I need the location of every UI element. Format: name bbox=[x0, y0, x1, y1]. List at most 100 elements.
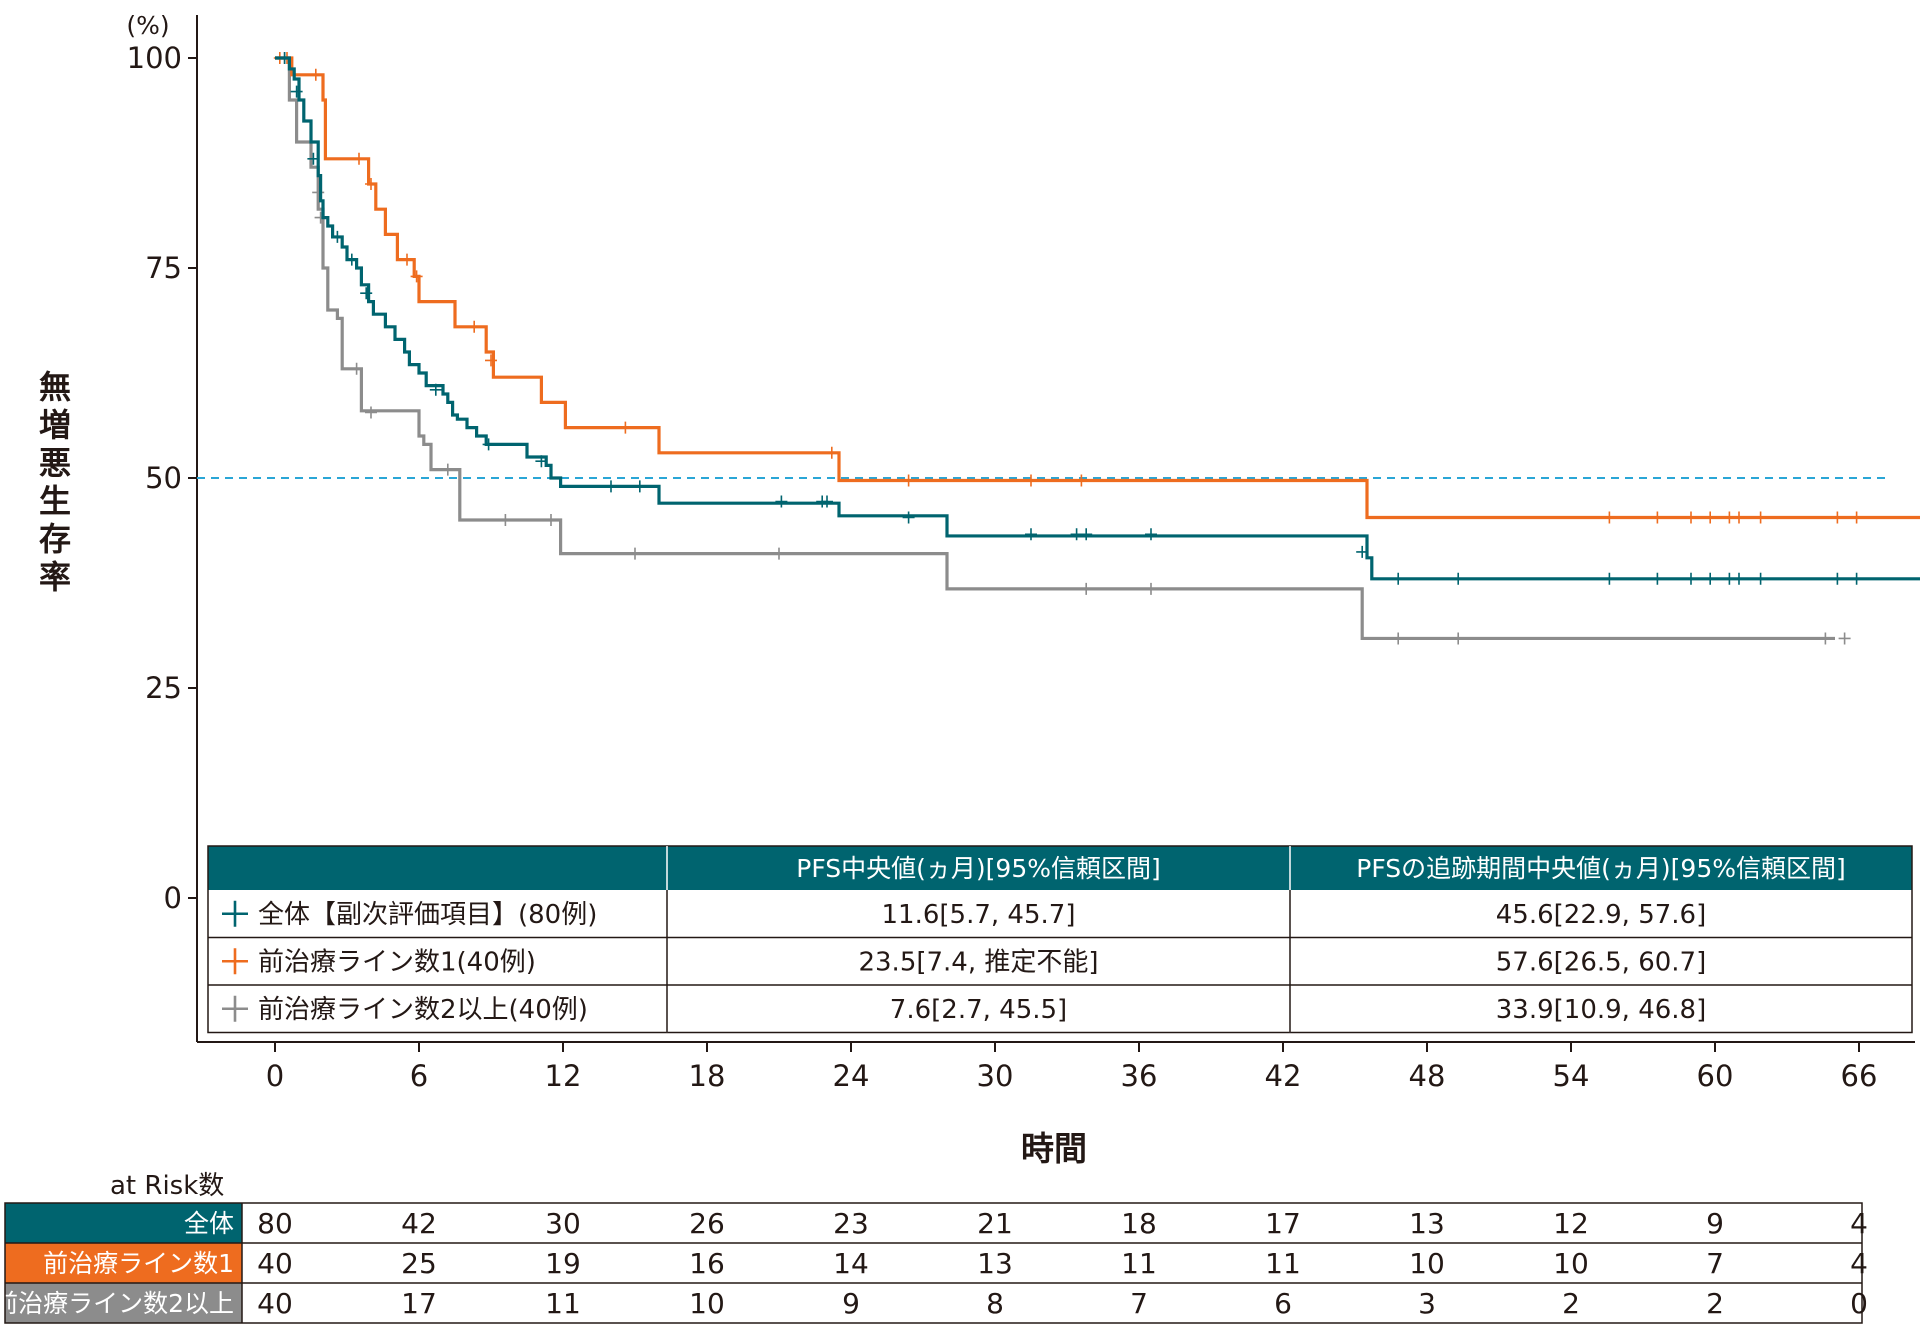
censor-mark bbox=[482, 438, 495, 451]
x-tick-label: 66 bbox=[1841, 1059, 1878, 1093]
followup-median-value: 45.6[22.9, 57.6] bbox=[1496, 900, 1707, 930]
x-tick-label: 12 bbox=[545, 1059, 582, 1093]
censor-mark bbox=[401, 253, 413, 266]
at-risk-value: 10 bbox=[1553, 1247, 1589, 1280]
at-risk-label-bg bbox=[5, 1243, 242, 1283]
censor-mark bbox=[1452, 572, 1465, 585]
censor-mark bbox=[331, 230, 344, 243]
at-risk-value: 18 bbox=[1121, 1207, 1157, 1240]
censor-mark bbox=[775, 495, 788, 508]
x-tick-label: 30 bbox=[977, 1059, 1014, 1093]
at-risk-value: 13 bbox=[977, 1247, 1013, 1280]
table-header-pfs: PFS中央値(ヵ月)[95%信頼区間] bbox=[796, 854, 1160, 883]
at-risk-label-bg bbox=[5, 1283, 242, 1323]
at-risk-value: 42 bbox=[401, 1207, 437, 1240]
censor-mark bbox=[1080, 582, 1093, 595]
series-0 bbox=[275, 52, 1920, 585]
at-risk-value: 21 bbox=[977, 1207, 1013, 1240]
legend-plus-icon bbox=[222, 900, 248, 927]
followup-median-value: 57.6[26.5, 60.7] bbox=[1496, 947, 1707, 977]
censor-mark bbox=[1850, 572, 1863, 585]
censor-mark bbox=[825, 446, 838, 459]
censor-mark bbox=[1651, 511, 1664, 524]
at-risk-value: 17 bbox=[1265, 1207, 1301, 1240]
censor-mark bbox=[773, 547, 785, 560]
at-risk-value: 17 bbox=[401, 1287, 437, 1320]
censor-mark bbox=[1685, 572, 1697, 585]
censor-mark bbox=[545, 514, 557, 526]
pfs-median-value: 23.5[7.4, 推定不能] bbox=[858, 947, 1098, 977]
at-risk-value: 7 bbox=[1706, 1247, 1724, 1280]
censor-mark bbox=[1025, 474, 1037, 487]
legend-label: 全体【副次評価項目】(80例) bbox=[258, 900, 597, 930]
axes: 0 25 50 75 100(%) 無増悪生存率 bbox=[39, 11, 1915, 1043]
x-tick-label: 24 bbox=[833, 1059, 870, 1093]
censor-mark bbox=[1392, 572, 1405, 585]
censor-mark bbox=[1704, 572, 1717, 585]
at-risk-row-label: 全体 bbox=[184, 1209, 234, 1238]
censor-mark bbox=[1733, 572, 1745, 585]
x-tick-label: 6 bbox=[410, 1059, 428, 1093]
censor-mark bbox=[902, 511, 915, 524]
at-risk-value: 8 bbox=[986, 1287, 1004, 1320]
x-tick-label: 54 bbox=[1553, 1059, 1590, 1093]
at-risk-value: 9 bbox=[1706, 1207, 1724, 1240]
censor-mark bbox=[1704, 511, 1717, 524]
y-tick-label: 50 bbox=[145, 461, 182, 495]
censor-mark bbox=[1850, 511, 1863, 524]
x-tick-label: 18 bbox=[689, 1059, 726, 1093]
at-risk-row-label: 前治療ライン数2以上 bbox=[0, 1289, 234, 1318]
censor-mark bbox=[619, 421, 632, 434]
censor-mark bbox=[535, 455, 548, 468]
series-2 bbox=[275, 52, 1851, 645]
at-risk-value: 13 bbox=[1409, 1207, 1445, 1240]
legend-label: 前治療ライン数2以上(40例) bbox=[258, 995, 588, 1025]
censor-mark bbox=[360, 287, 373, 300]
y-tick-label: 75 bbox=[145, 251, 182, 285]
x-tick-label: 36 bbox=[1121, 1059, 1158, 1093]
censor-mark bbox=[629, 547, 641, 560]
at-risk-value: 4 bbox=[1850, 1207, 1868, 1240]
at-risk-value: 6 bbox=[1274, 1287, 1292, 1320]
x-tick-label: 42 bbox=[1265, 1059, 1302, 1093]
at-risk-value: 12 bbox=[1553, 1207, 1589, 1240]
series-1 bbox=[273, 52, 1920, 524]
censor-mark bbox=[410, 270, 423, 283]
at-risk-value: 40 bbox=[257, 1287, 293, 1320]
y-tick-label: 100 bbox=[127, 41, 182, 75]
at-risk-label-bg bbox=[5, 1203, 242, 1243]
pfs-median-value: 7.6[2.7, 45.5] bbox=[890, 995, 1067, 1025]
series-layer bbox=[273, 52, 1920, 645]
censor-mark bbox=[1838, 632, 1851, 645]
at-risk-value: 26 bbox=[689, 1207, 725, 1240]
censor-mark bbox=[1733, 511, 1745, 524]
at-risk-value: 7 bbox=[1130, 1287, 1148, 1320]
followup-median-value: 33.9[10.9, 46.8] bbox=[1496, 995, 1707, 1025]
pfs-median-value: 11.6[5.7, 45.7] bbox=[882, 900, 1076, 930]
at-risk-value: 14 bbox=[833, 1247, 869, 1280]
censor-mark bbox=[1819, 632, 1832, 645]
censor-mark bbox=[1145, 582, 1157, 595]
x-axis-label: 時間 bbox=[1021, 1129, 1087, 1168]
y-unit-label: (%) bbox=[126, 11, 169, 40]
censor-mark bbox=[1754, 572, 1767, 585]
at-risk-value: 80 bbox=[257, 1207, 293, 1240]
at-risk-value: 11 bbox=[1265, 1247, 1301, 1280]
censor-mark bbox=[902, 474, 915, 487]
table-header-bg bbox=[208, 846, 1912, 890]
at-risk-value: 2 bbox=[1562, 1287, 1580, 1320]
censor-mark bbox=[365, 406, 377, 419]
censor-mark bbox=[441, 463, 454, 476]
at-risk-value: 25 bbox=[401, 1247, 437, 1280]
at-risk-value: 9 bbox=[842, 1287, 860, 1320]
censor-mark bbox=[312, 186, 325, 199]
at-risk-value: 0 bbox=[1850, 1287, 1868, 1320]
survival-curve bbox=[275, 56, 1920, 581]
at-risk-title: at Risk数 bbox=[110, 1171, 224, 1201]
censor-mark bbox=[290, 85, 303, 98]
summary-table: PFS中央値(ヵ月)[95%信頼区間] PFSの追跡期間中央値(ヵ月)[95%信頼… bbox=[207, 845, 1913, 1034]
censor-mark bbox=[1075, 474, 1088, 487]
at-risk-value: 4 bbox=[1850, 1247, 1868, 1280]
y-tick-label: 0 bbox=[164, 881, 182, 915]
censor-mark bbox=[633, 480, 646, 493]
